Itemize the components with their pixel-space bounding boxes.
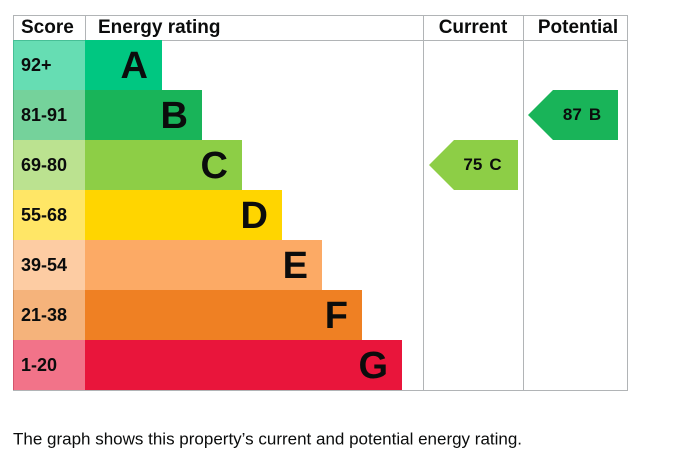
score-label: 92+	[21, 55, 52, 75]
potential-label: 87 B	[563, 105, 601, 124]
score-cell	[13, 290, 85, 340]
score-label: 69-80	[21, 155, 67, 175]
potential-arrow	[528, 90, 618, 140]
rating-letter: G	[358, 345, 388, 387]
rating-bar	[85, 40, 162, 90]
current-label: 75 C	[463, 155, 501, 174]
score-label: 39-54	[21, 255, 67, 275]
score-label: 21-38	[21, 305, 67, 325]
score-cell	[13, 40, 85, 90]
rating-bar	[85, 340, 402, 390]
potential-letter: B	[589, 105, 601, 124]
rating-bar	[85, 240, 322, 290]
rating-letter: E	[283, 245, 308, 287]
rating-letter: B	[161, 95, 188, 137]
score-cell	[13, 140, 85, 190]
potential-value: 87	[563, 105, 582, 124]
rating-letter: F	[325, 295, 348, 337]
score-label: 81-91	[21, 105, 67, 125]
rating-bar	[85, 90, 202, 140]
rating-bar	[85, 290, 362, 340]
score-cell	[13, 340, 85, 390]
rating-letter: A	[121, 45, 148, 87]
current-arrow	[429, 140, 518, 190]
rating-bar	[85, 140, 242, 190]
current-letter: C	[489, 155, 501, 174]
rating-letter: C	[201, 145, 228, 187]
score-cell	[13, 240, 85, 290]
score-cell	[13, 190, 85, 240]
score-label: 55-68	[21, 205, 67, 225]
header-rating: Energy rating	[98, 17, 220, 38]
rating-bar	[85, 190, 282, 240]
caption: The graph shows this property’s current …	[13, 429, 522, 448]
header-potential: Potential	[538, 17, 618, 38]
header-current: Current	[439, 17, 508, 38]
rating-letter: D	[241, 195, 268, 237]
current-value: 75	[463, 155, 482, 174]
score-label: 1-20	[21, 355, 57, 375]
header-score: Score	[21, 17, 74, 38]
score-cell	[13, 90, 85, 140]
